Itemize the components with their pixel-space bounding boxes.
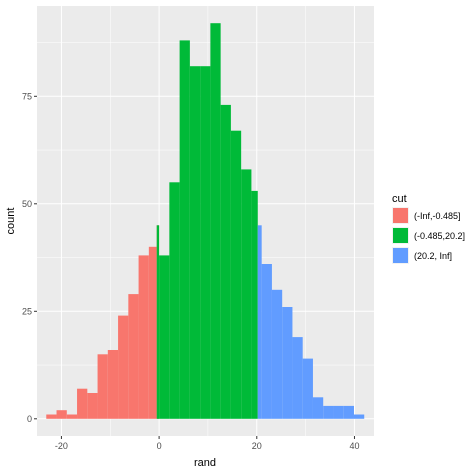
histogram-bar xyxy=(210,23,221,419)
histogram-bar xyxy=(128,294,139,419)
histogram-bar xyxy=(156,225,160,419)
histogram-bar xyxy=(66,414,78,419)
histogram-bar xyxy=(148,246,157,419)
histogram-bar xyxy=(257,225,262,419)
y-tick-label: 75 xyxy=(22,91,32,101)
histogram-bar xyxy=(46,414,57,419)
y-axis-ticks: 0 25 50 75 xyxy=(22,91,37,424)
histogram-bar xyxy=(189,66,201,419)
legend-label: (-Inf,-0.485] xyxy=(414,211,461,221)
x-axis-ticks: -20 0 20 40 xyxy=(55,436,359,451)
legend-key xyxy=(393,228,408,243)
legend: cut (-Inf,-0.485] (-0.485,20.2] (20.2, Inf… xyxy=(392,193,465,264)
histogram-bar xyxy=(302,358,313,419)
x-tick-label: 40 xyxy=(349,441,359,451)
histogram-bar xyxy=(271,289,283,419)
histogram-bar xyxy=(107,350,119,419)
histogram-bar xyxy=(261,264,272,419)
histogram-bar xyxy=(77,388,88,419)
histogram-bar xyxy=(200,66,211,419)
histogram-bar xyxy=(343,405,354,419)
histogram-bar xyxy=(159,255,170,419)
histogram-bar xyxy=(97,354,108,419)
x-tick-label: 20 xyxy=(252,441,262,451)
histogram-bar xyxy=(333,405,344,419)
x-axis-title: rand xyxy=(194,457,216,469)
histogram-bar xyxy=(169,182,180,419)
y-tick-label: 50 xyxy=(22,199,32,209)
histogram-bar xyxy=(282,307,293,419)
histogram-bar xyxy=(323,405,334,419)
legend-entries: (-Inf,-0.485] (-0.485,20.2] (20.2, Inf] xyxy=(392,207,465,264)
bars xyxy=(46,23,365,419)
x-tick-label: -20 xyxy=(55,441,68,451)
histogram-bar xyxy=(118,315,129,419)
histogram-bar xyxy=(179,40,190,419)
histogram-bar xyxy=(220,104,231,419)
legend-label: (20.2, Inf] xyxy=(414,251,452,261)
legend-label: (-0.485,20.2] xyxy=(414,231,465,241)
y-tick-label: 0 xyxy=(27,414,32,424)
histogram-bar xyxy=(292,337,303,419)
x-tick-label: 0 xyxy=(157,441,162,451)
histogram-bar xyxy=(241,169,252,419)
histogram-bar xyxy=(138,255,149,419)
histogram-bar xyxy=(251,190,258,419)
legend-key xyxy=(393,248,408,263)
y-tick-label: 25 xyxy=(22,306,32,316)
histogram-bar xyxy=(312,397,324,419)
legend-key xyxy=(393,208,408,223)
histogram-bar xyxy=(230,130,242,419)
legend-title: cut xyxy=(392,193,407,205)
histogram-bar xyxy=(87,393,98,419)
histogram-bar xyxy=(56,410,67,419)
histogram-bar xyxy=(353,414,365,419)
y-axis-title: count xyxy=(5,208,17,235)
